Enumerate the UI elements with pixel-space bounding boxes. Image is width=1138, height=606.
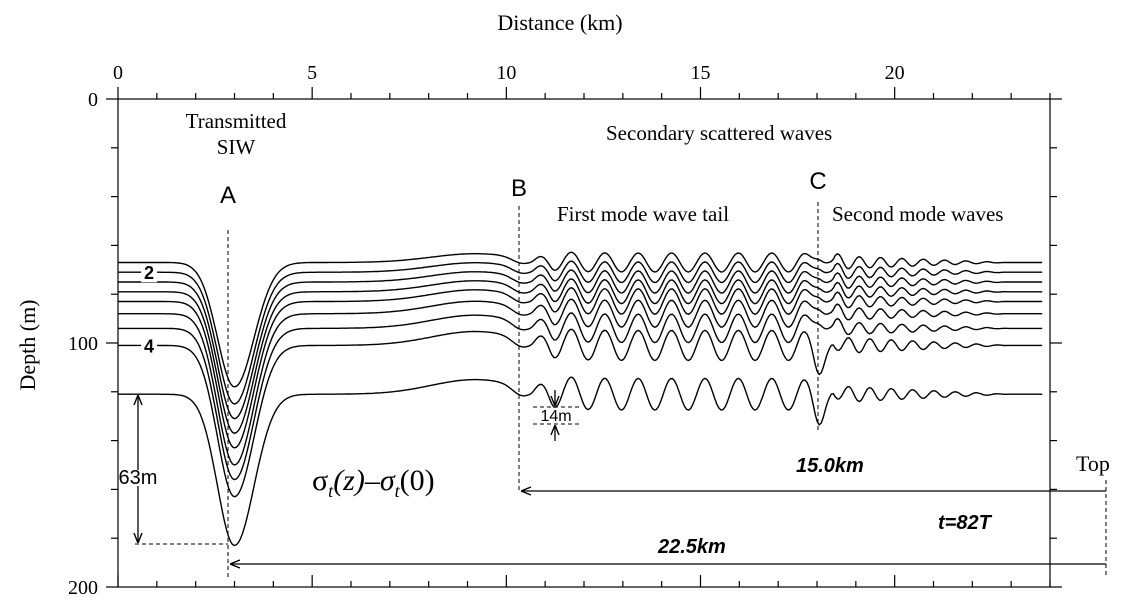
axis-ticks (106, 87, 1062, 588)
isopycnal-curves (118, 251, 1043, 547)
amp-14-label: 14m (540, 408, 571, 425)
isopycnal-curve (118, 251, 1043, 388)
distance-15-label: 15.0km (796, 455, 864, 477)
top-label: Top (1076, 451, 1110, 476)
secondary-waves-label: Secondary scattered waves (606, 121, 832, 145)
y-tick-label: 0 (88, 89, 98, 111)
curve-labels: 24 (141, 263, 158, 356)
curve-label-background (141, 337, 158, 356)
x-tick-label: 20 (885, 62, 905, 84)
second-mode-label: Second mode waves (832, 202, 1003, 226)
curve-label: 2 (144, 263, 154, 283)
label-b: B (511, 175, 527, 202)
label-a: A (220, 182, 236, 209)
first-mode-label: First mode wave tail (557, 202, 729, 226)
isopycnal-curve (118, 328, 1043, 498)
x-tick-label: 15 (691, 62, 711, 84)
distance-22-label: 22.5km (657, 536, 726, 558)
curve-label-background (141, 264, 158, 283)
label-c: C (809, 168, 826, 195)
isopycnal-curve (118, 287, 1043, 449)
x-tick-label: 0 (113, 62, 123, 84)
y-axis-title: Depth (m) (15, 299, 40, 390)
siw-label: SIW (217, 135, 256, 159)
y-tick-label: 200 (68, 577, 98, 599)
transmitted-label: Transmitted (186, 109, 287, 133)
isopycnal-curve (118, 269, 1043, 420)
isopycnal-curve (118, 260, 1043, 405)
y-tick-label: 100 (68, 333, 98, 355)
amp-63-label: 63m (119, 467, 158, 489)
isopycnal-curve (118, 376, 1043, 547)
isopycnal-curve (118, 278, 1043, 435)
isopycnal-curve (118, 298, 1043, 466)
x-tick-label: 10 (496, 62, 516, 84)
density-formula: σt(z)–σt(0) (312, 464, 435, 501)
x-tick-label: 5 (307, 62, 317, 84)
time-label: t=82T (938, 512, 993, 534)
x-axis-title: Distance (km) (497, 10, 622, 35)
isopycnal-curve (118, 312, 1043, 481)
plot-frame (117, 98, 1051, 588)
curve-label: 4 (144, 336, 154, 356)
